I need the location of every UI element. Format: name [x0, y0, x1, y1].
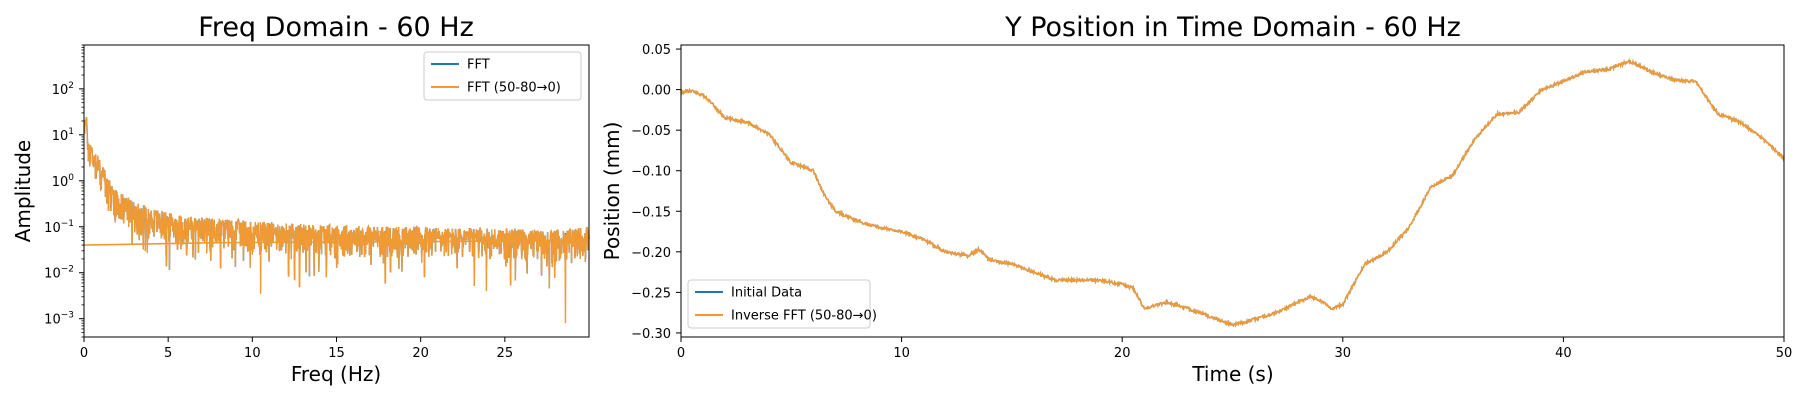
time-y-axis-label: Position (mm) — [600, 122, 624, 261]
freq-x-tick-label-5: 25 — [497, 346, 514, 361]
freq-x-tick-label-2: 10 — [244, 346, 261, 361]
time-legend-label-initial: Initial Data — [731, 286, 802, 301]
time-y-ticks: 0.05 0.00 −0.05 −0.10 −0.15 −0.20 −0.25 −0.30 — [631, 43, 681, 342]
freq-y-ticks: 10−3 10−2 10−1 100 101 102 — [44, 44, 84, 338]
freq-chart-title: Freq Domain - 60 Hz — [198, 12, 474, 43]
time-y-tick-label-1: 0.00 — [642, 84, 671, 99]
time-x-tick-label-1: 10 — [893, 346, 910, 361]
time-x-tick-label-2: 20 — [1114, 346, 1131, 361]
time-plot-frame — [680, 44, 1785, 338]
time-legend-label-inverse: Inverse FFT (50-80→0) — [731, 309, 877, 324]
time-y-tick-label-6: −0.25 — [631, 286, 671, 301]
time-x-tick-label-0: 0 — [677, 346, 685, 361]
freq-series-group — [83, 117, 590, 324]
freq-y-tick-label-1: 10−2 — [44, 265, 74, 282]
freq-series-fft-filtered-baseline — [83, 239, 590, 246]
time-y-tick-label-5: −0.20 — [631, 246, 671, 261]
freq-legend-label-fft: FFT — [467, 58, 490, 73]
freq-x-tick-label-1: 5 — [164, 346, 172, 361]
time-series-group — [680, 58, 1785, 328]
freq-series-fft-filtered-line — [83, 117, 590, 324]
freq-legend: FFT FFT (50-80→0) — [423, 51, 582, 101]
time-legend-box — [687, 279, 871, 329]
time-y-tick-label-4: −0.15 — [631, 205, 671, 220]
time-y-tick-label-3: −0.10 — [631, 165, 671, 180]
freq-y-tick-label-2: 10−1 — [44, 219, 74, 236]
freq-x-axis-label: Freq (Hz) — [291, 362, 381, 386]
time-x-tick-label-3: 30 — [1335, 346, 1352, 361]
freq-x-tick-label-3: 15 — [328, 346, 345, 361]
time-x-tick-label-4: 40 — [1555, 346, 1572, 361]
freq-y-tick-label-4: 101 — [52, 127, 74, 144]
time-domain-chart: Y Position in Time Domain - 60 Hz 0 10 20 3… — [600, 12, 1792, 386]
time-y-tick-label-2: −0.05 — [631, 124, 671, 139]
time-x-tick-label-5: 50 — [1776, 346, 1793, 361]
time-legend: Initial Data Inverse FFT (50-80→0) — [687, 279, 877, 329]
freq-y-tick-label-5: 102 — [52, 81, 74, 98]
time-chart-title: Y Position in Time Domain - 60 Hz — [1004, 12, 1461, 43]
freq-domain-chart: Freq Domain - 60 Hz 0 5 10 15 20 25 10−310−21… — [11, 12, 590, 386]
freq-legend-label-fft-filtered: FFT (50-80→0) — [467, 81, 561, 96]
freq-y-axis-label: Amplitude — [11, 140, 35, 243]
freq-x-ticks: 0 5 10 15 20 25 — [80, 337, 513, 361]
freq-y-tick-label-3: 100 — [52, 173, 75, 190]
freq-x-tick-label-0: 0 — [80, 346, 88, 361]
time-x-axis-label: Time (s) — [1191, 362, 1273, 386]
freq-x-tick-label-4: 20 — [412, 346, 429, 361]
freq-legend-box — [423, 51, 582, 101]
time-x-ticks: 0 10 20 30 40 50 — [677, 337, 1792, 361]
time-y-tick-label-0: 0.05 — [642, 43, 671, 58]
freq-y-tick-label-0: 10−3 — [44, 311, 74, 328]
time-series-inverse-line — [680, 58, 1785, 328]
time-y-tick-label-7: −0.30 — [631, 327, 671, 342]
